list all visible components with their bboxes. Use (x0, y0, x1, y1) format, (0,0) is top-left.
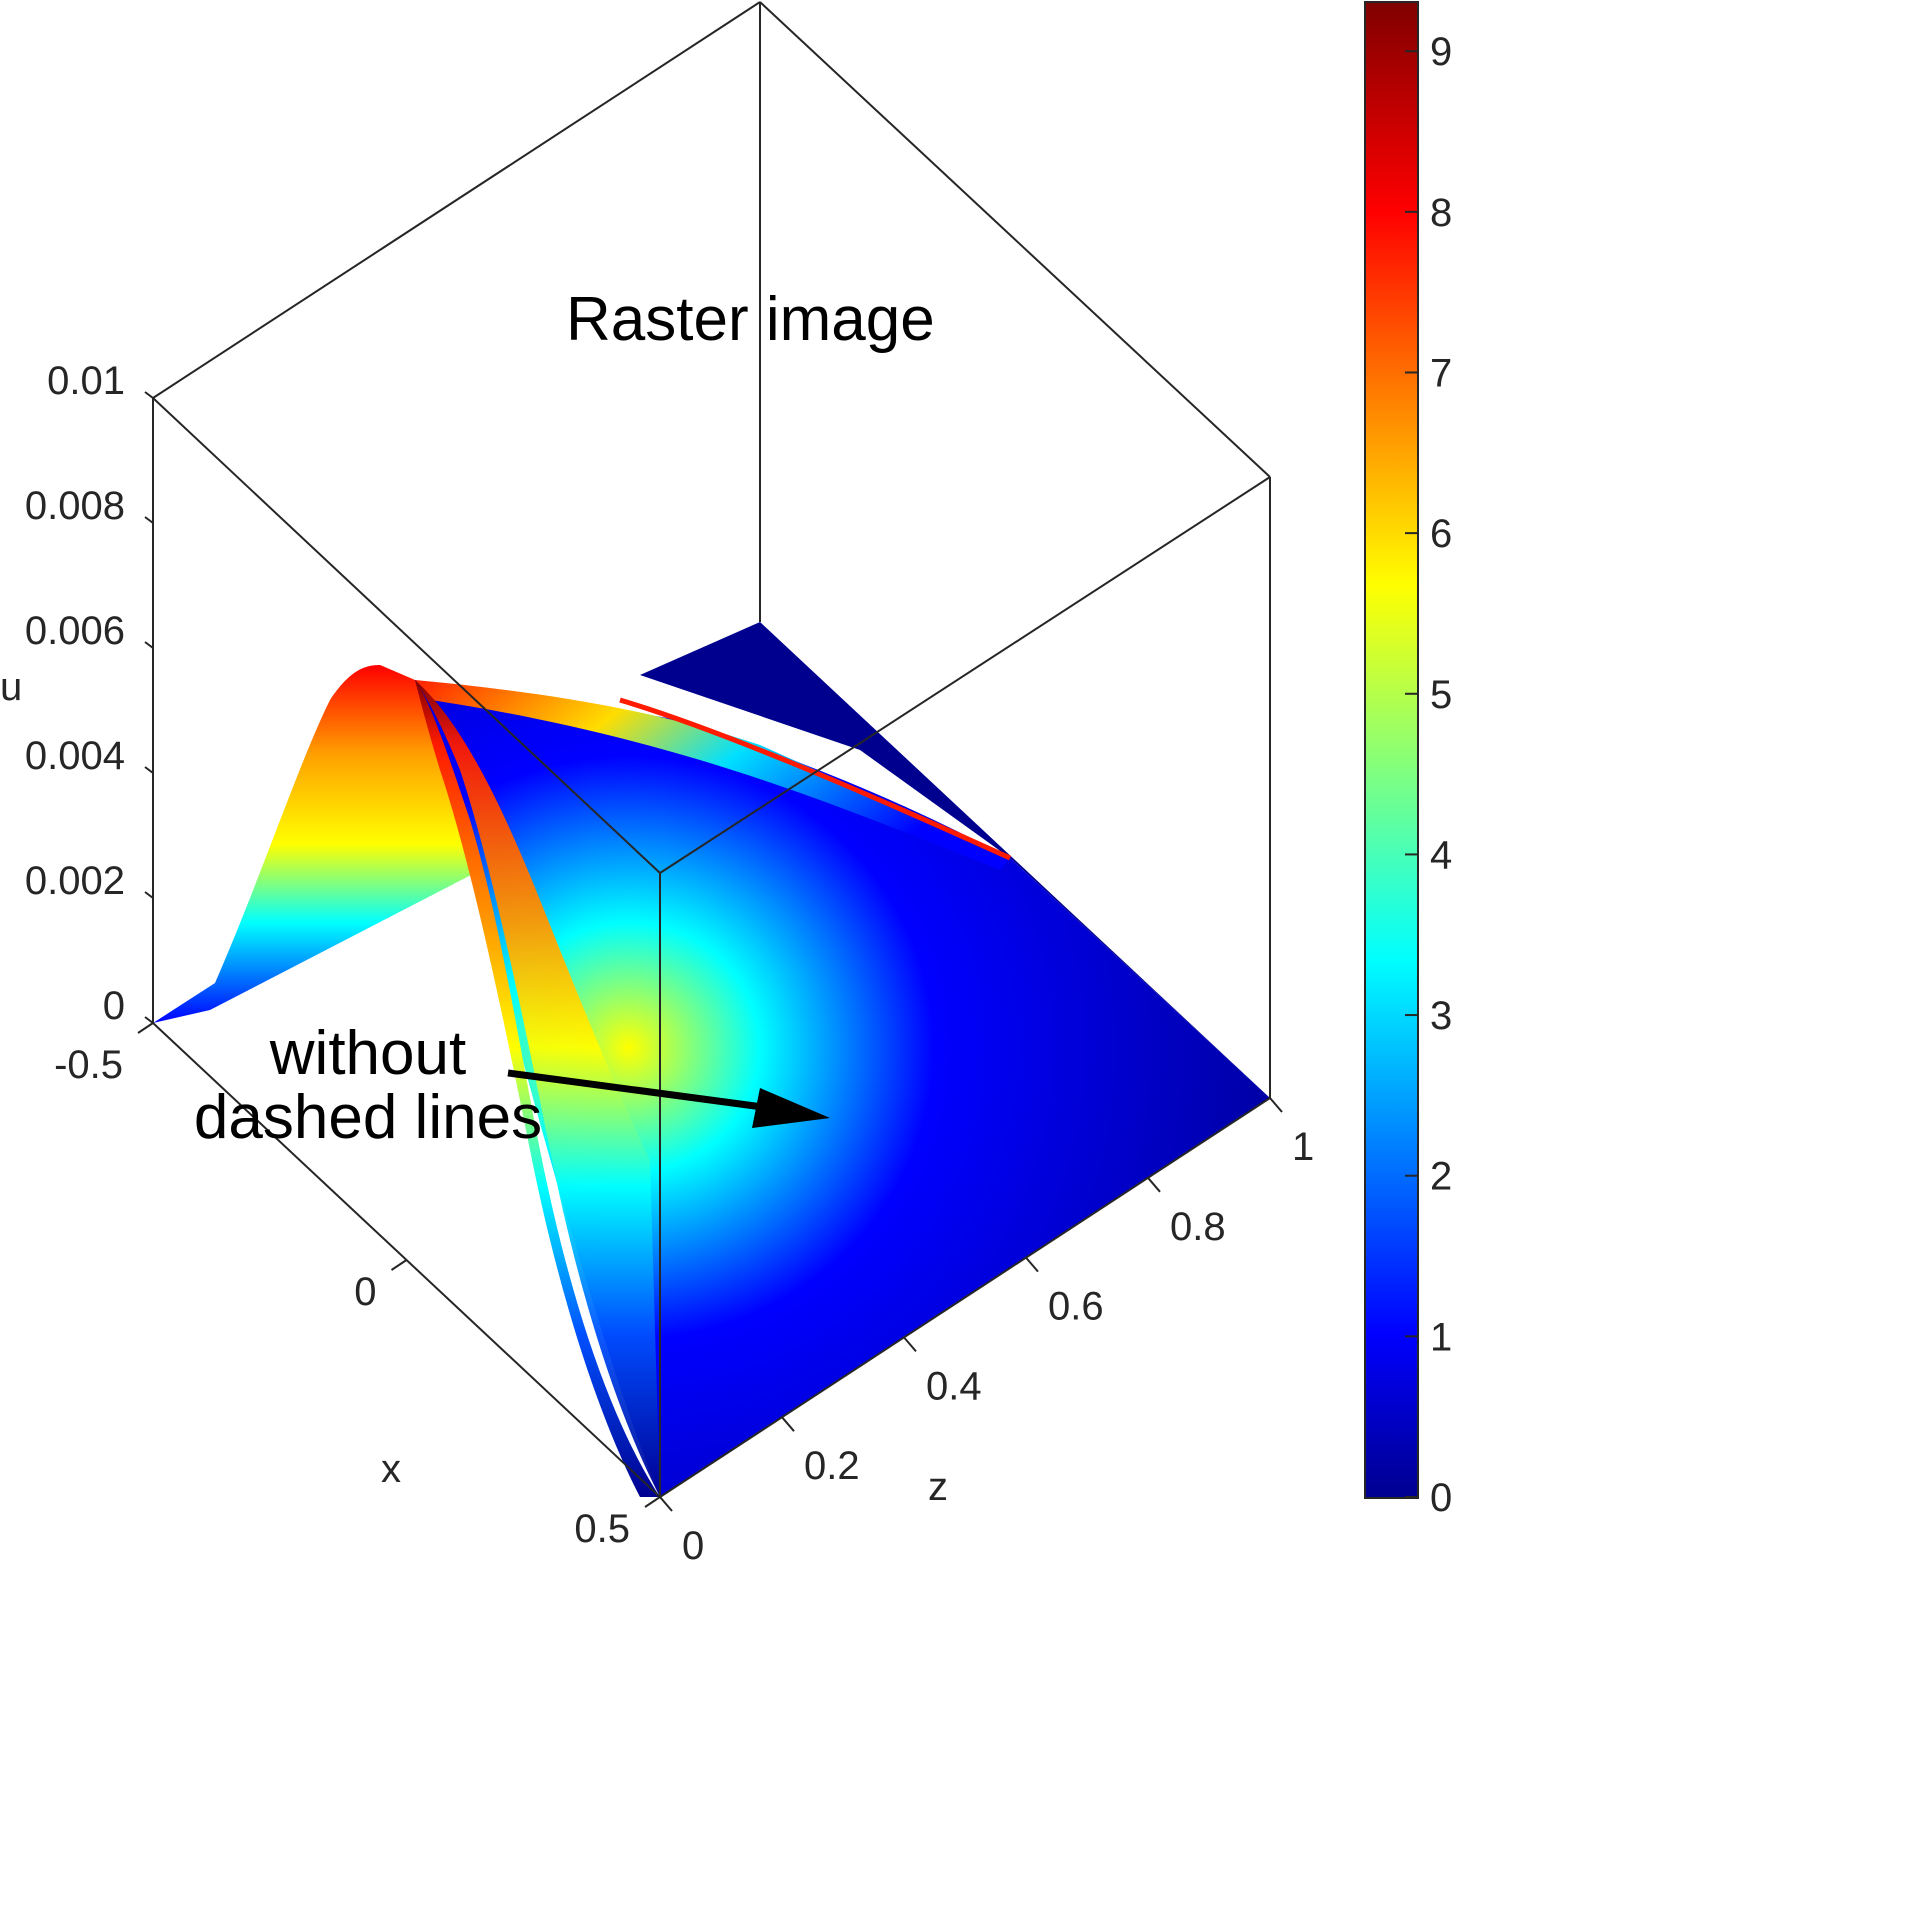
u-tick-mark (144, 391, 154, 399)
colorbar-tick-label: 0 (1430, 1476, 1452, 1520)
surface-front-band (415, 680, 660, 1497)
z-tick-mark (1147, 1177, 1161, 1193)
z-tick-label: 1 (1292, 1125, 1314, 1169)
u-tick-label: 0.006 (25, 609, 125, 653)
surface-front-face (415, 680, 660, 1497)
colorbar-tick-label: 3 (1430, 994, 1452, 1038)
x-tick-label: 0 (354, 1270, 376, 1314)
z-axis-line (659, 1097, 1271, 1498)
colorbar: 0 1 2 3 4 5 6 7 8 9 (1364, 1, 1452, 1520)
u-tick-label: 0 (103, 984, 125, 1028)
annotation-line1: without (269, 1019, 466, 1088)
colorbar-tick-label: 5 (1430, 673, 1452, 717)
z-tick-mark (781, 1416, 795, 1432)
x-axis-label: x (381, 1447, 401, 1491)
box-edge (152, 1, 761, 399)
z-tick-mark (1025, 1256, 1039, 1273)
z-tick-label: 0.4 (926, 1364, 982, 1408)
surface-ridge-edge (619, 697, 1012, 861)
u-tick-mark (144, 1016, 154, 1024)
colorbar-tick-label: 8 (1430, 191, 1452, 235)
u-tick-mark (144, 641, 154, 649)
u-tick-mark (144, 516, 154, 524)
x-tick-mark (137, 1022, 154, 1034)
colorbar-tick-label: 1 (1430, 1315, 1452, 1359)
annotation-arrow (507, 1069, 830, 1128)
colorbar-gradient (1364, 1, 1419, 1499)
surface-back-plane (640, 622, 1270, 1098)
colorbar-tick-label: 6 (1430, 512, 1452, 556)
z-tick-mark (1269, 1097, 1283, 1113)
z-tick-mark (903, 1336, 917, 1353)
u-tick-mark (144, 891, 154, 899)
z-tick-label: 0.8 (1170, 1205, 1226, 1249)
x-tick-mark (390, 1259, 408, 1271)
surface-back-arc (153, 665, 500, 1023)
z-tick-label: 0 (682, 1524, 704, 1568)
colorbar-ticks: 0 1 2 3 4 5 6 7 8 9 (1405, 30, 1452, 1520)
annotation-title: Raster image (566, 285, 935, 354)
z-tick-label: 0.6 (1048, 1285, 1104, 1329)
colorbar-tick-label: 4 (1430, 833, 1452, 877)
z-axis-label: z (928, 1465, 948, 1509)
colorbar-tick-label: 2 (1430, 1155, 1452, 1199)
x-tick-label: -0.5 (54, 1043, 123, 1087)
u-tick-mark (144, 766, 154, 774)
box-edge (152, 397, 661, 874)
u-axis-ticks: 0 0.002 0.004 0.006 0.008 0.01 (25, 359, 154, 1028)
z-axis-ticks: 0 0.2 0.4 0.6 0.8 1 (659, 1097, 1314, 1568)
x-tick-label: 0.5 (574, 1507, 630, 1551)
u-tick-label: 0.002 (25, 859, 125, 903)
colorbar-tick-label: 7 (1430, 351, 1452, 395)
annotation-line2: dashed lines (194, 1083, 542, 1152)
x-tick-mark (644, 1496, 661, 1508)
arrow-head (752, 1088, 830, 1128)
surface-plot (153, 622, 1270, 1497)
box-edge (659, 476, 1271, 874)
colorbar-tick-label: 9 (1430, 30, 1452, 74)
u-tick-label: 0.004 (25, 734, 125, 778)
u-tick-label: 0.01 (47, 359, 125, 403)
u-tick-label: 0.008 (25, 484, 125, 528)
z-tick-label: 0.2 (804, 1444, 860, 1488)
z-tick-mark (659, 1496, 673, 1512)
x-axis-ticks: -0.5 0 0.5 (54, 1022, 661, 1551)
box-edge (759, 1, 1271, 478)
u-axis-label: u (0, 665, 22, 709)
